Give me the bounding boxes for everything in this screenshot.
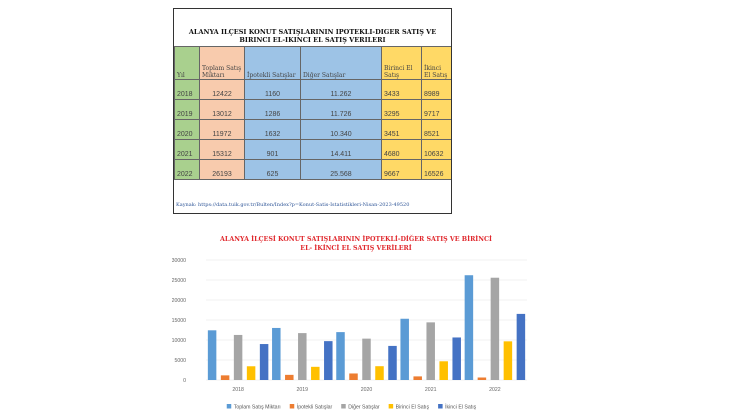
table-cell: 2018 — [174, 79, 200, 100]
table-cell: 2019 — [174, 99, 200, 120]
x-tick-label: 2021 — [425, 387, 437, 393]
legend-swatch — [289, 404, 295, 409]
bar-2022-1 — [477, 377, 487, 380]
chart-background — [172, 230, 540, 420]
table-cell: 12422 — [199, 79, 245, 100]
table-cell: 14.411 — [300, 139, 382, 160]
legend-label: Birinci El Satış — [396, 405, 430, 411]
bar-2018-3 — [246, 366, 256, 380]
chart-title-line2: EL- İKİNCİ EL SATIŞ VERİLERİ — [300, 245, 412, 252]
table-cell: 16526 — [421, 159, 451, 180]
bar-2019-2 — [298, 333, 307, 380]
x-tick-label: 2019 — [297, 387, 309, 393]
bar-2019-1 — [285, 374, 294, 380]
table-row: 2019 13012 1286 11.726 3295 9717 — [174, 99, 451, 120]
table-cell: 8521 — [421, 119, 451, 140]
bar-2019-0 — [272, 327, 281, 380]
source-note: Kaynak: https://data.tuik.gov.tr/Bulten/… — [176, 202, 410, 208]
table-cell: 1160 — [244, 79, 301, 100]
header-cell: Diğer Satışlar — [300, 46, 382, 80]
table-cell: 11972 — [199, 119, 245, 140]
bar-2019-4 — [324, 341, 333, 380]
legend-label: İkinci El Satış — [445, 404, 477, 411]
table-row: 2018 12422 1160 11.262 3433 8989 — [174, 79, 451, 100]
legend-swatch — [341, 404, 346, 409]
bar-2020-1 — [349, 373, 358, 380]
table-cell: 13012 — [199, 99, 245, 120]
bar-2022-4 — [516, 313, 526, 380]
table-row: 2021 15312 901 14.411 4680 10632 — [174, 139, 451, 160]
table-cell: 1632 — [244, 119, 301, 140]
table-cell: 2022 — [174, 159, 200, 180]
bar-2020-3 — [375, 366, 384, 380]
bar-2018-0 — [207, 330, 217, 380]
table-row: 2020 11972 1632 10.340 3451 8521 — [174, 119, 451, 140]
table-cell: 3451 — [381, 119, 422, 140]
sales-table: Yıl Toplam Satış Miktarı İpotekli Satışl… — [174, 46, 451, 180]
x-tick-label: 2020 — [361, 387, 373, 393]
y-tick-label: 0 — [183, 378, 186, 384]
table-cell: 15312 — [199, 139, 245, 160]
legend-label: Toplam Satış Miktarı — [234, 405, 281, 411]
header-row: Yıl Toplam Satış Miktarı İpotekli Satışl… — [174, 46, 451, 80]
header-cell: Yıl — [174, 46, 200, 80]
table-cell: 2020 — [174, 119, 200, 140]
header-cell: İpotekli Satışlar — [244, 46, 301, 80]
table-cell: 8989 — [421, 79, 451, 100]
header-cell: Toplam Satış Miktarı — [199, 46, 245, 80]
y-tick-label: 15000 — [172, 318, 186, 324]
bar-chart: ALANYA İLÇESİ KONUT SATIŞLARININ İPOTEKL… — [172, 230, 540, 420]
table-cell: 3433 — [381, 79, 422, 100]
bar-2020-2 — [362, 338, 371, 380]
table-cell: 11.262 — [300, 79, 382, 100]
bar-2022-0 — [464, 275, 474, 380]
table-cell: 9667 — [381, 159, 422, 180]
table-cell: 625 — [244, 159, 301, 180]
data-table-panel: ALANYA ILÇESI KONUT SATIŞLARININ IPOTEKL… — [173, 8, 452, 214]
y-tick-label: 30000 — [172, 258, 186, 264]
legend-swatch — [226, 404, 232, 409]
bar-2018-2 — [233, 334, 243, 380]
legend-swatch — [438, 404, 443, 409]
x-tick-label: 2022 — [489, 387, 501, 393]
bar-2021-2 — [426, 322, 435, 380]
table-cell: 10632 — [421, 139, 451, 160]
bar-2019-3 — [311, 366, 320, 380]
table-cell: 1286 — [244, 99, 301, 120]
table-cell: 10.340 — [300, 119, 382, 140]
legend-label: İpotekli Satışlar — [297, 404, 333, 411]
bar-2021-3 — [439, 361, 448, 380]
table-cell: 901 — [244, 139, 301, 160]
table-cell: 3295 — [381, 99, 422, 120]
bar-2018-1 — [220, 375, 230, 380]
table-cell: 4680 — [381, 139, 422, 160]
table-cell: 25.568 — [300, 159, 382, 180]
header-cell: Birinci El Satış — [381, 46, 422, 80]
y-tick-label: 10000 — [172, 338, 186, 344]
x-tick-label: 2018 — [232, 387, 244, 393]
y-tick-label: 25000 — [172, 278, 186, 284]
bar-2020-4 — [388, 345, 397, 380]
legend-label: Diğer Satışlar — [348, 405, 380, 411]
y-tick-label: 5000 — [174, 358, 186, 364]
bar-2021-1 — [413, 376, 422, 380]
table-cell: 2021 — [174, 139, 200, 160]
chart-title-line1: ALANYA İLÇESİ KONUT SATIŞLARININ İPOTEKL… — [219, 235, 492, 243]
bar-2022-3 — [503, 341, 513, 380]
table-row: 2022 26193 625 25.568 9667 16526 — [174, 159, 451, 180]
bar-2018-4 — [259, 344, 269, 380]
y-tick-label: 20000 — [172, 298, 186, 304]
bar-2022-2 — [490, 277, 500, 380]
table-cell: 11.726 — [300, 99, 382, 120]
header-cell: İkinci El Satış — [421, 46, 451, 80]
legend-swatch — [388, 404, 394, 409]
bar-2020-0 — [336, 332, 345, 380]
table-title: ALANYA ILÇESI KONUT SATIŞLARININ IPOTEKL… — [188, 28, 437, 44]
bar-2021-4 — [452, 337, 461, 380]
table-cell: 9717 — [421, 99, 451, 120]
table-cell: 26193 — [199, 159, 245, 180]
bar-2021-0 — [400, 318, 409, 380]
